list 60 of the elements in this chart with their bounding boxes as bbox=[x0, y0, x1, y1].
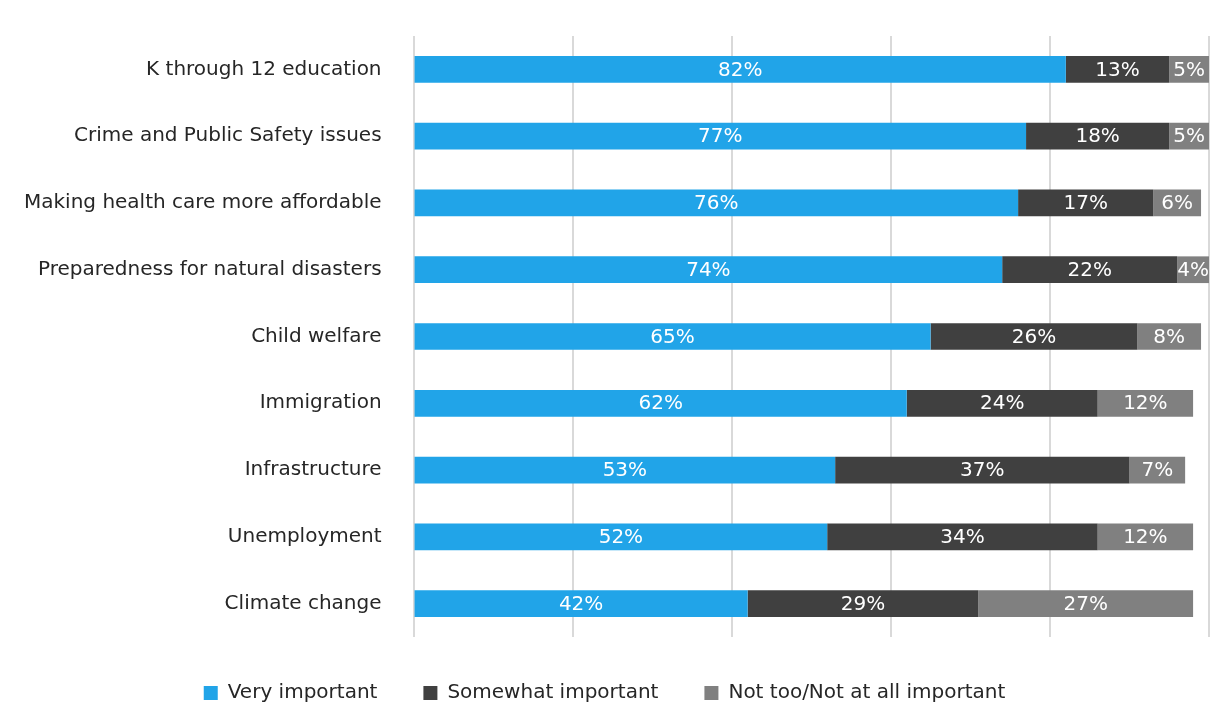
data-label: 52% bbox=[598, 524, 644, 549]
bar bbox=[414, 523, 828, 551]
y-tick-label: Immigration bbox=[259, 389, 382, 414]
legend-label: Very important bbox=[227, 679, 378, 704]
y-tick-label: Preparedness for natural disasters bbox=[38, 255, 382, 280]
data-label: 12% bbox=[1123, 390, 1168, 415]
legend-label: Somewhat important bbox=[447, 679, 659, 704]
data-label: 6% bbox=[1161, 190, 1194, 215]
y-tick-label: Crime and Public Safety issues bbox=[74, 122, 382, 147]
bar bbox=[414, 590, 748, 617]
bar bbox=[835, 456, 1130, 484]
legend-label: Not too/Not at all important bbox=[728, 679, 1006, 704]
data-label: 34% bbox=[940, 524, 985, 549]
bar bbox=[747, 590, 979, 617]
data-label: 17% bbox=[1063, 190, 1108, 215]
data-label: 12% bbox=[1123, 524, 1168, 549]
y-tick-label: Child welfare bbox=[251, 322, 382, 347]
data-label: 65% bbox=[650, 323, 695, 348]
bar bbox=[414, 256, 1003, 284]
data-label: 29% bbox=[840, 590, 886, 615]
data-label: 77% bbox=[698, 123, 743, 148]
bar bbox=[827, 523, 1098, 551]
bar bbox=[930, 323, 1138, 350]
y-tick-label: K through 12 education bbox=[146, 55, 382, 80]
data-label: 8% bbox=[1153, 323, 1186, 348]
data-label: 74% bbox=[686, 256, 731, 281]
y-tick-label: Unemployment bbox=[227, 523, 382, 548]
y-tick-label: Climate change bbox=[224, 589, 382, 614]
bar bbox=[978, 590, 1194, 617]
data-label: 53% bbox=[602, 457, 648, 482]
y-tick-label: Making health care more affordable bbox=[24, 189, 382, 214]
data-label: 62% bbox=[638, 390, 683, 415]
data-label: 37% bbox=[960, 457, 1005, 482]
bar bbox=[414, 323, 931, 350]
bar bbox=[1026, 122, 1170, 150]
data-label: 4% bbox=[1177, 256, 1209, 281]
data-label: 24% bbox=[979, 390, 1025, 415]
data-label: 5% bbox=[1173, 123, 1205, 148]
bar bbox=[1065, 56, 1170, 83]
data-label: 22% bbox=[1067, 256, 1112, 281]
bar bbox=[414, 389, 907, 417]
data-label: 13% bbox=[1095, 56, 1140, 81]
data-label: 76% bbox=[694, 190, 739, 215]
y-tick-label: Infrastructure bbox=[244, 456, 382, 481]
bar bbox=[414, 122, 1027, 150]
data-label: 7% bbox=[1141, 457, 1174, 482]
bar bbox=[414, 456, 836, 484]
data-label: 18% bbox=[1075, 123, 1120, 148]
bar bbox=[1018, 189, 1154, 217]
bar bbox=[906, 389, 1098, 417]
data-label: 26% bbox=[1011, 323, 1057, 348]
data-label: 82% bbox=[717, 56, 763, 81]
bar bbox=[1097, 523, 1194, 551]
data-label: 5% bbox=[1173, 56, 1205, 81]
bar bbox=[414, 56, 1066, 83]
data-label: 27% bbox=[1063, 590, 1108, 615]
bar bbox=[1002, 256, 1178, 284]
data-label: 42% bbox=[558, 590, 604, 615]
bar bbox=[1097, 389, 1194, 417]
bar bbox=[414, 189, 1019, 217]
